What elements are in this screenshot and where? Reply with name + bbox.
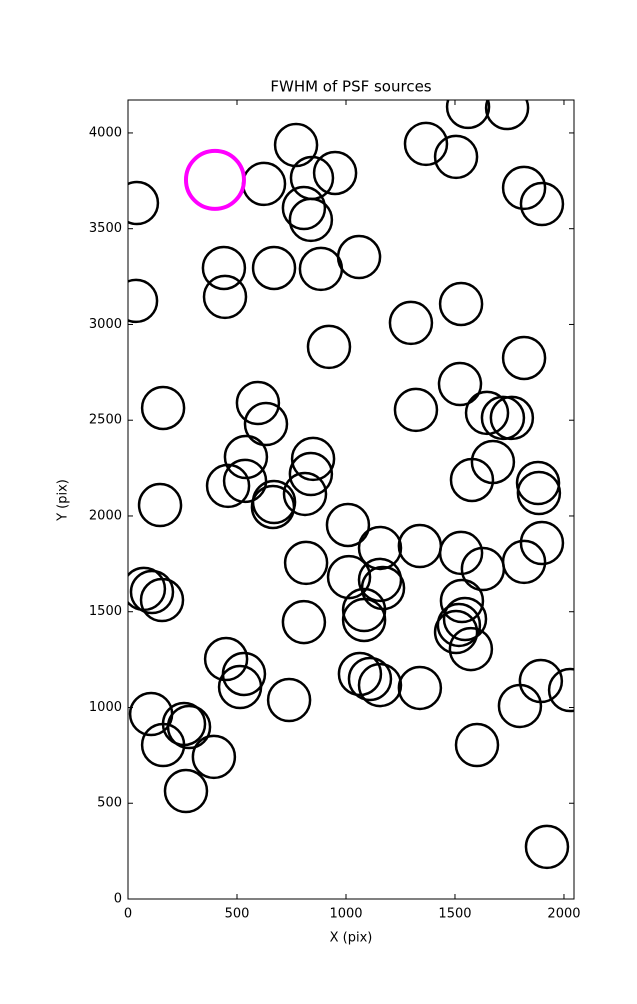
source-circle (501, 539, 547, 585)
source-circle (448, 626, 494, 672)
source-circle (139, 577, 185, 623)
source-circle (433, 134, 479, 180)
source-circle (403, 121, 449, 167)
x-tick-label: 1000 (329, 907, 362, 922)
source-circle (243, 401, 289, 447)
source-circle (518, 658, 564, 704)
source-circle (241, 161, 287, 207)
y-axis-label: Y (pix) (56, 479, 71, 522)
source-circle (288, 197, 334, 243)
source-circle (357, 525, 403, 571)
source-circle (516, 470, 562, 516)
source-circle (140, 722, 186, 768)
source-circle (436, 602, 482, 648)
x-tick-label: 0 (124, 907, 132, 922)
source-circle (266, 677, 312, 723)
y-tick-label: 500 (97, 796, 122, 811)
source-circle (223, 434, 269, 480)
source-circle (137, 482, 183, 528)
source-circle (393, 387, 439, 433)
source-circle (547, 667, 574, 713)
source-circle (470, 439, 516, 485)
chart-title: FWHM of PSF sources (270, 78, 431, 96)
y-tick-label: 4000 (89, 125, 122, 140)
source-circle (501, 165, 547, 211)
source-circle (438, 281, 484, 327)
source-circle (251, 479, 297, 525)
source-circle (357, 662, 403, 708)
x-tick-label: 1500 (438, 907, 471, 922)
y-tick-label: 3000 (89, 317, 122, 332)
axes-frame (127, 99, 575, 900)
y-tick-label: 2000 (89, 508, 122, 523)
source-circle (283, 540, 329, 586)
source-circle (273, 122, 319, 168)
source-circle (445, 100, 491, 130)
source-circle (140, 385, 186, 431)
source-circle (341, 597, 387, 643)
source-circle (388, 300, 434, 346)
source-circle (484, 100, 530, 131)
source-circle (397, 523, 443, 569)
source-circle (222, 458, 268, 504)
y-tick-label: 1000 (89, 700, 122, 715)
source-circle (336, 234, 382, 280)
source-circle (217, 664, 263, 710)
source-circle (203, 636, 249, 682)
y-tick-label: 0 (114, 892, 122, 907)
source-circle (442, 596, 488, 642)
y-tick-label: 1500 (89, 604, 122, 619)
source-circle (281, 599, 327, 645)
source-circle (464, 390, 510, 436)
source-circle (191, 734, 237, 780)
source-circle (433, 609, 479, 655)
source-circle (281, 185, 327, 231)
source-circle (235, 380, 281, 426)
source-circle (312, 150, 358, 196)
source-circle (251, 245, 297, 291)
x-axis-label: X (pix) (330, 931, 373, 946)
source-circle (183, 148, 246, 211)
source-circle (282, 471, 328, 517)
source-circle (501, 335, 547, 381)
source-circle (519, 181, 565, 227)
source-circle (454, 722, 500, 768)
source-circle (298, 246, 344, 292)
source-circle (326, 554, 372, 600)
source-circle (221, 651, 267, 697)
source-circle (489, 395, 535, 441)
source-circle (288, 451, 334, 497)
y-tick-label: 3500 (89, 221, 122, 236)
source-circle (325, 502, 371, 548)
source-circle (439, 578, 485, 624)
source-circle (163, 768, 209, 814)
source-circle (497, 683, 543, 729)
source-circle (205, 463, 251, 509)
source-circle (250, 484, 296, 530)
source-circle (347, 656, 393, 702)
source-circle (166, 704, 212, 750)
y-tick-label: 2500 (89, 413, 122, 428)
source-circle (129, 569, 175, 615)
source-circle (437, 361, 483, 407)
source-circle (290, 436, 336, 482)
source-circle (397, 665, 443, 711)
plot-area (128, 100, 574, 870)
source-circle (357, 557, 403, 603)
x-tick-label: 500 (225, 907, 250, 922)
source-circle (202, 274, 248, 320)
source-circle (337, 651, 383, 697)
x-tick-label: 2000 (547, 907, 580, 922)
source-circle (519, 520, 565, 566)
source-circle (201, 245, 247, 291)
source-circle (515, 460, 561, 506)
source-circle (128, 278, 159, 324)
source-circle (438, 530, 484, 576)
source-circle (341, 587, 387, 633)
source-circle (128, 180, 160, 226)
source-circle (524, 824, 570, 870)
source-circle (306, 324, 352, 370)
source-circle (480, 395, 526, 441)
